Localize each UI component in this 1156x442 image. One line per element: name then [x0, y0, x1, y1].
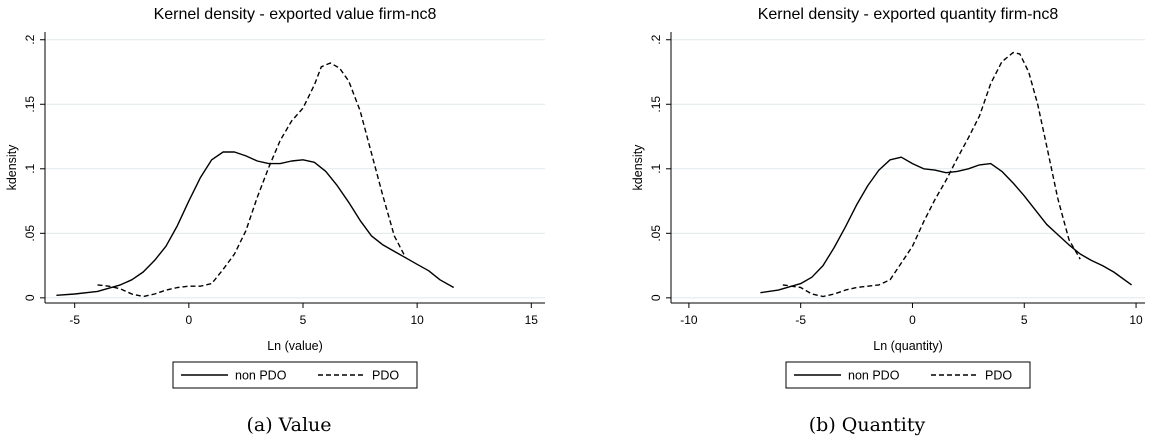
x-axis-label: Ln (value) [267, 339, 323, 353]
series-line-non-pdo [760, 156, 1133, 294]
y-axis-label: kdensity [5, 144, 19, 191]
chart-title: Kernel density - exported quantity firm-… [758, 6, 1059, 23]
x-tick-label: 0 [909, 313, 916, 327]
legend-label-non-pdo: non PDO [235, 369, 287, 383]
y-tick-label: .05 [649, 225, 663, 242]
y-tick-label: .2 [649, 34, 663, 44]
x-tick-label: -5 [69, 313, 80, 327]
series-line-pdo [97, 62, 407, 298]
chart-b: Kernel density - exported quantity firm-… [631, 6, 1145, 389]
x-tick-label: 0 [185, 313, 192, 327]
y-tick-label: 0 [649, 294, 663, 301]
x-tick-label: 5 [300, 313, 307, 327]
y-tick-label: .2 [23, 34, 37, 44]
x-tick-label: 5 [1021, 313, 1028, 327]
y-tick-label: .1 [649, 163, 663, 173]
panel-a: Kernel density - exported value firm-nc8… [5, 6, 545, 436]
panel-b: Kernel density - exported quantity firm-… [578, 0, 1156, 442]
chart-a: Kernel density - exported value firm-nc8… [5, 6, 545, 389]
y-tick-label: .05 [23, 225, 37, 242]
legend-label-non-pdo: non PDO [848, 369, 900, 383]
y-tick-label: .15 [649, 96, 663, 113]
caption-a: (a) Value [246, 414, 332, 436]
x-tick-label: -10 [680, 313, 698, 327]
chart-title: Kernel density - exported value firm-nc8 [154, 6, 437, 23]
series-line-non-pdo [56, 151, 455, 296]
x-tick-label: 10 [1129, 313, 1143, 327]
x-tick-label: 10 [410, 313, 424, 327]
y-tick-label: .15 [23, 96, 37, 113]
legend-label-pdo: PDO [372, 369, 399, 383]
y-tick-label: .1 [23, 163, 37, 173]
x-axis-label: Ln (quantity) [873, 339, 942, 353]
caption-b: (b) Quantity [808, 414, 926, 436]
series-line-pdo [782, 51, 1081, 298]
legend-label-pdo: PDO [985, 369, 1012, 383]
x-tick-label: 15 [525, 313, 539, 327]
x-tick-label: -5 [795, 313, 806, 327]
y-tick-label: 0 [23, 294, 37, 301]
y-axis-label: kdensity [631, 144, 645, 191]
